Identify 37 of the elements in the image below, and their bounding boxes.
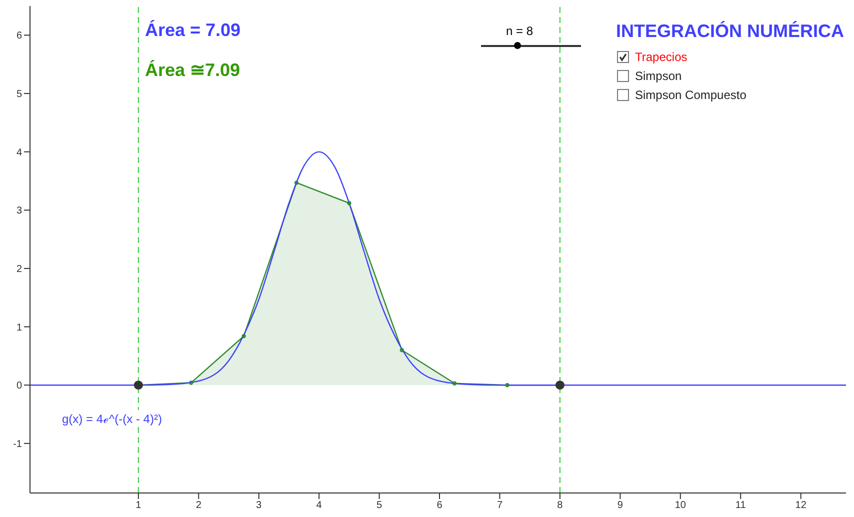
point bbox=[347, 201, 352, 206]
x-tick-label: 9 bbox=[617, 500, 624, 512]
point bbox=[294, 180, 299, 185]
y-tick-label: 3 bbox=[16, 206, 22, 217]
x-tick-label: 11 bbox=[735, 500, 746, 512]
text: INTEGRACIÓN NUMÉRICA bbox=[616, 21, 844, 42]
annotation: Área = 7.09 bbox=[145, 20, 241, 41]
point bbox=[400, 348, 404, 352]
point bbox=[505, 383, 510, 388]
x-tick-label: 1 bbox=[136, 500, 142, 512]
point bbox=[555, 380, 564, 390]
annotation: Simpson Compuesto bbox=[635, 88, 746, 102]
x-tick-label: 2 bbox=[196, 500, 202, 512]
y-tick-label: -1 bbox=[13, 438, 22, 450]
x-tick-label: 12 bbox=[795, 500, 807, 512]
y-tick-label: 6 bbox=[16, 30, 22, 42]
annotation: Simpson bbox=[635, 69, 682, 83]
point bbox=[134, 380, 143, 390]
x-tick-label: 5 bbox=[376, 500, 383, 512]
y-tick-label: 4 bbox=[16, 147, 22, 158]
annotation: n = 8 bbox=[506, 24, 534, 38]
x-tick-label: 7 bbox=[496, 500, 503, 512]
annotation: Trapecios bbox=[635, 50, 688, 64]
y-tick-label: 1 bbox=[16, 322, 22, 334]
y-tick-label: 2 bbox=[16, 264, 22, 276]
annotation: g(x) = 4ℯ^(-(x - 4)²) bbox=[60, 410, 164, 427]
x-tick-label: 4 bbox=[316, 500, 322, 512]
x-tick-label: 10 bbox=[674, 500, 686, 512]
annotation: Área ≅7.09 bbox=[145, 59, 240, 81]
x-tick-label: 8 bbox=[557, 500, 564, 512]
x-tick-label: 3 bbox=[256, 500, 262, 512]
y-tick-label: 5 bbox=[16, 89, 22, 100]
point bbox=[242, 334, 246, 338]
x-tick-label: 6 bbox=[436, 500, 443, 512]
point bbox=[188, 380, 194, 385]
point bbox=[452, 381, 457, 386]
y-tick-label: 0 bbox=[16, 380, 22, 392]
